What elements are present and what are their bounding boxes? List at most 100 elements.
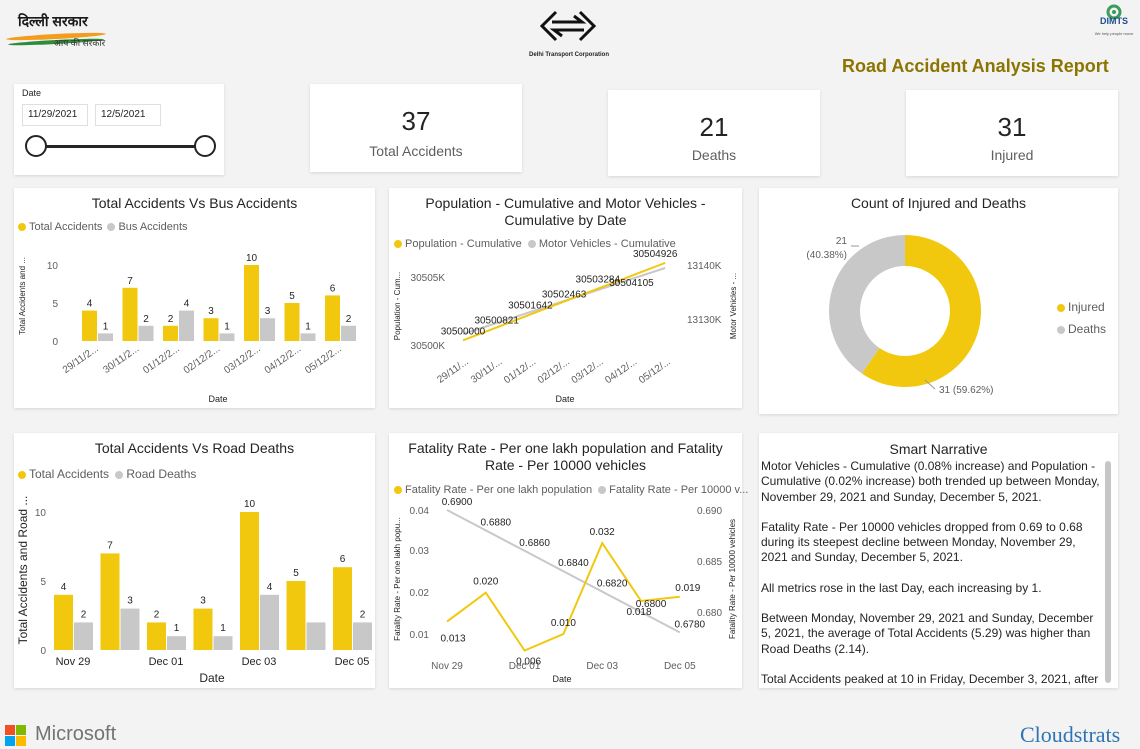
y-tick: 0 — [52, 337, 58, 348]
x-tick: Dec 05 — [335, 656, 370, 668]
chart-plot: Total Accidents and Road ... Date 10 5 0… — [16, 496, 372, 685]
y-right-tick: 13130K — [687, 315, 722, 326]
kpi-total-accidents: 37 Total Accidents — [310, 84, 522, 172]
line-fatality-per-vehicles — [446, 509, 681, 634]
dimts-label: DIMTS — [1100, 16, 1128, 26]
x-tick: 01/12/2... — [141, 343, 181, 376]
data-label-total: 3 — [208, 306, 214, 317]
x-tick: 03/12/... — [570, 356, 606, 386]
bar-bus-accidents — [138, 325, 154, 341]
x-axis-title: Date — [552, 674, 571, 684]
legend-population: Population - Cumulative — [405, 238, 522, 250]
kpi-deaths: 21 Deaths — [608, 90, 820, 176]
data-label-total: 7 — [127, 276, 133, 287]
data-label-total: 2 — [154, 609, 160, 620]
date-slider-start-handle[interactable] — [25, 135, 47, 157]
kpi-deaths-value: 21 — [699, 112, 729, 142]
dimts-emblem-icon — [1106, 4, 1122, 20]
x-tick: 04/12/... — [603, 356, 639, 386]
dtc-emblem-icon — [539, 10, 597, 42]
chart-legend: Population - Cumulative Motor Vehicles -… — [394, 238, 676, 250]
bar-road-deaths — [260, 594, 279, 650]
narrative-scrollbar[interactable] — [1105, 461, 1111, 683]
narrative-paragraph: Between Monday, November 29, 2021 and Su… — [761, 611, 1094, 656]
data-label-total: 7 — [107, 540, 113, 551]
legend-deaths: Deaths — [1068, 322, 1107, 336]
y-tick: 0 — [40, 646, 46, 657]
legend-dot-lakh — [394, 486, 402, 494]
legend-dot-deaths — [1057, 326, 1065, 334]
chart-legend: Total Accidents Bus Accidents — [18, 221, 188, 233]
donut-slice-injured — [861, 235, 981, 387]
dimts-logo: DIMTS We help people move — [1094, 4, 1134, 44]
data-label-per-lakh: 0.006 — [516, 657, 541, 668]
y-right-tick: 0.690 — [697, 506, 722, 517]
data-label-road-deaths: 1 — [220, 623, 226, 634]
data-label-population: 30501642 — [508, 300, 553, 311]
y-left-tick: 0.02 — [410, 588, 430, 599]
bar-total-accidents — [193, 608, 213, 650]
y-tick: 5 — [52, 299, 58, 310]
start-date-input[interactable]: 11/29/2021 — [22, 104, 88, 126]
data-label-total: 10 — [244, 499, 256, 510]
data-label-total: 3 — [200, 596, 206, 607]
y-tick: 10 — [35, 508, 47, 519]
data-label-bus: 4 — [184, 299, 190, 310]
y-right-tick: 0.685 — [697, 557, 722, 568]
x-axis-title: Date — [199, 671, 225, 685]
delhi-govt-logo: दिल्ली सरकार आप की सरकार — [5, 10, 112, 54]
bar-total-accidents — [122, 287, 138, 341]
bar-total-accidents — [54, 594, 73, 650]
date-slider-track[interactable] — [36, 145, 206, 148]
x-tick: 02/12/2... — [182, 343, 222, 376]
bar-total-accidents — [284, 303, 300, 341]
data-label-total: 2 — [168, 314, 174, 325]
x-tick: Dec 05 — [664, 661, 696, 672]
data-label-road-deaths: 1 — [174, 623, 180, 634]
bar-bus-accidents — [300, 333, 316, 341]
bar-total-accidents — [325, 295, 340, 341]
x-tick: Nov 29 — [431, 661, 463, 672]
y-right-tick: 13140K — [687, 261, 722, 272]
data-label-population: 30502463 — [542, 290, 587, 301]
bar-total-accidents — [203, 318, 219, 341]
delhi-logo-subtext: आप की सरकार — [54, 38, 106, 48]
end-date-input[interactable]: 12/5/2021 — [95, 104, 161, 126]
data-label-bus: 3 — [265, 306, 271, 317]
chart-title-line1: Population - Cumulative and Motor Vehicl… — [425, 195, 706, 211]
data-label-bus: 1 — [103, 321, 109, 332]
data-label-per-vehicles: 0.6840 — [558, 558, 589, 569]
chart-title-line2: Cumulative by Date — [504, 212, 627, 228]
bar-bus-accidents — [219, 333, 235, 341]
legend-dot-vehicles — [598, 486, 607, 494]
x-tick: 03/12/2... — [222, 343, 262, 376]
legend-lakh: Fatality Rate - Per one lakh population — [405, 484, 593, 496]
data-label-population: 30503284 — [576, 275, 621, 286]
y-left-tick: 30505K — [411, 273, 446, 284]
legend-bus: Bus Accidents — [118, 221, 188, 233]
bar-road-deaths — [74, 622, 93, 650]
data-label-population: 30504926 — [633, 249, 678, 260]
y-left-tick: 0.01 — [410, 630, 430, 641]
y-axis-left-title: Fatality Rate - Per one lakh popu... — [393, 517, 402, 641]
microsoft-windows-icon — [5, 725, 27, 747]
data-label-total: 4 — [87, 299, 93, 310]
start-date-value: 11/29/2021 — [28, 109, 78, 120]
legend-road-deaths: Road Deaths — [126, 467, 197, 481]
kpi-injured-value: 31 — [997, 112, 1027, 142]
narrative-paragraph: Fatality Rate - Per 10000 vehicles dropp… — [761, 519, 1083, 565]
x-tick: Dec 03 — [242, 656, 277, 668]
legend-dot-total — [18, 223, 26, 231]
data-label-bus: 2 — [143, 314, 149, 325]
narrative-title: Smart Narrative — [889, 441, 988, 457]
data-label-total: 5 — [293, 568, 299, 579]
dtc-label: Delhi Transport Corporation — [528, 52, 609, 58]
data-label-population: 30500000 — [441, 326, 486, 337]
chart-plot: Total Accidents and ... Date 10 5 0 29/1… — [18, 253, 356, 404]
data-label-population: 30504105 — [609, 278, 654, 289]
narrative-paragraph: All metrics rose in the last Day, each i… — [761, 580, 1042, 595]
legend-dot-injured — [1057, 304, 1065, 312]
date-slider-end-handle[interactable] — [194, 135, 216, 157]
y-axis-title: Total Accidents and ... — [18, 257, 27, 335]
y-left-tick: 0.03 — [410, 546, 430, 557]
